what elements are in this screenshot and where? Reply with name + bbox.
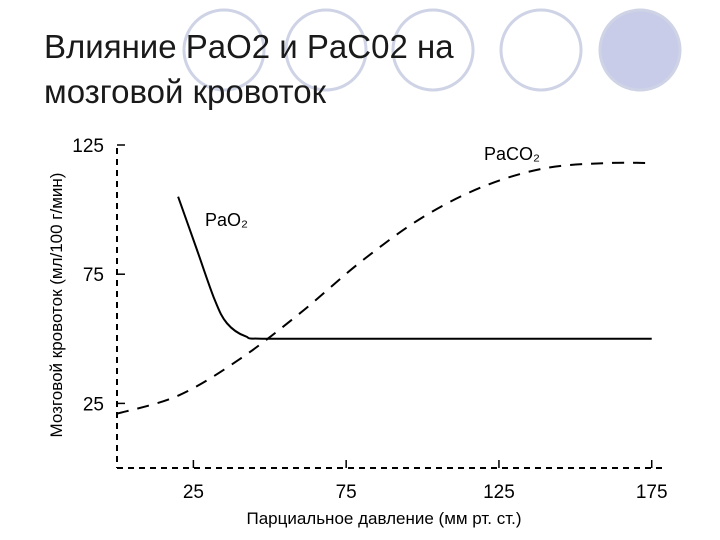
y-tick-label: 75	[83, 265, 104, 286]
decorative-circle	[182, 8, 266, 92]
decorative-circle	[391, 8, 475, 92]
decorative-circles	[182, 8, 682, 92]
y-tick-label: 125	[72, 136, 104, 157]
x-axis-title: Парциальное давление (мм рт. ст.)	[246, 509, 521, 528]
x-tick-label: 25	[183, 482, 204, 503]
series-line-paco2	[116, 161, 652, 415]
x-tick-label: 175	[636, 482, 668, 503]
y-axis-title: Мозговой кровоток (мл/100 г/мин)	[47, 173, 66, 438]
x-tick-label: 75	[336, 482, 357, 503]
series-line-pao2	[177, 196, 652, 340]
slide-title-line-1: Влияние PaO2 и PaC02 на	[44, 28, 454, 65]
series-label-pao2: PaO₂	[205, 210, 248, 230]
series-label-paco2: PaCO₂	[484, 144, 540, 164]
x-tick-label: 125	[483, 482, 515, 503]
decorative-circle	[499, 8, 583, 92]
slide-title-line-2: мозговой кровоток	[44, 73, 327, 110]
decorative-circle	[598, 8, 682, 92]
y-tick-label: 25	[83, 394, 104, 415]
decorative-circle	[284, 8, 368, 92]
slide-title: Влияние PaO2 и PaC02 на мозговой кровото…	[44, 24, 454, 114]
